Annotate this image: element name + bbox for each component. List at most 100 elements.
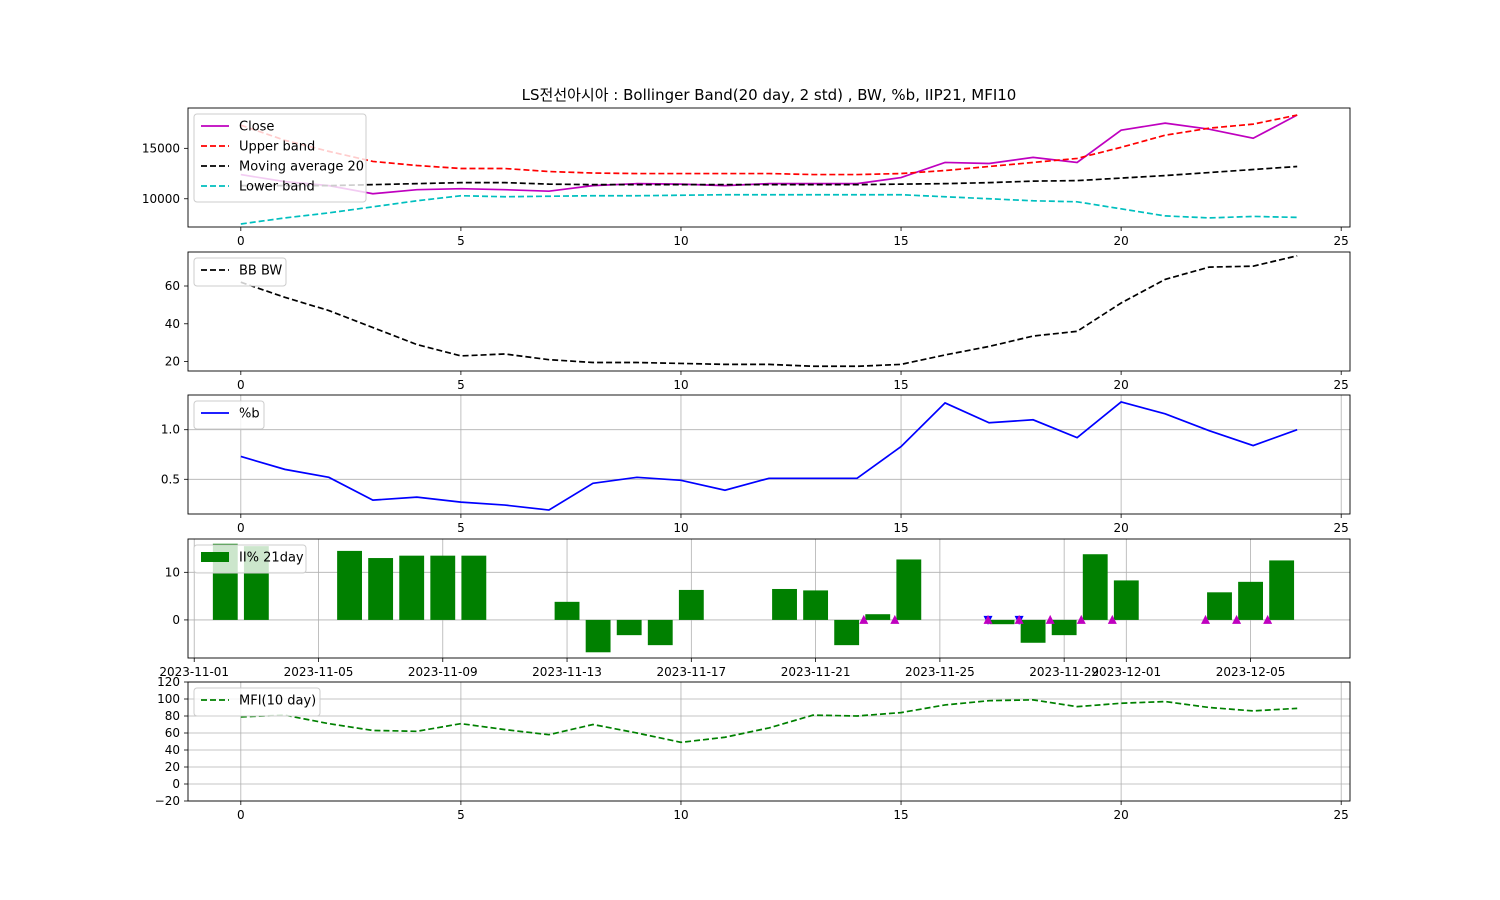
series-line-bb-bw (240, 254, 1298, 368)
x-tick-label: 2023-11-21 (781, 665, 851, 679)
x-tick-label: 20 (1113, 378, 1128, 392)
y-tick-label: 15000 (142, 141, 180, 155)
x-tick-label: 10 (673, 521, 688, 535)
chart-title: LS전선아시아 : Bollinger Band(20 day, 2 std) … (522, 86, 1017, 104)
x-tick-label: 5 (457, 234, 465, 248)
legend-label: BB BW (239, 264, 282, 279)
legend-label: Close (239, 120, 274, 135)
buy-marker (983, 614, 993, 624)
axes-frame (187, 251, 1351, 372)
series-line-close (240, 114, 1298, 195)
x-tick-label: 5 (457, 521, 465, 535)
bar (803, 590, 829, 620)
legend-label: MFI(10 day) (239, 694, 316, 709)
bar (368, 558, 394, 620)
legend-box (193, 113, 367, 203)
x-tick-label: 10 (673, 378, 688, 392)
x-tick-label: 25 (1334, 521, 1349, 535)
bar (678, 589, 704, 620)
buy-marker (1076, 614, 1086, 624)
y-tick-label: 40 (165, 743, 180, 757)
x-tick-label: 2023-11-01 (159, 665, 229, 679)
x-tick-label: 15 (893, 234, 908, 248)
x-tick-label: 15 (893, 378, 908, 392)
panel-1: 0 5 10 15 20 25 10000 15000 Close Upper band Movin… (142, 107, 1351, 248)
buy-marker (859, 614, 869, 624)
x-tick-label: 5 (457, 808, 465, 822)
x-tick-label: 0 (237, 808, 245, 822)
x-tick-label: 20 (1113, 234, 1128, 248)
panel-2: 0 5 10 15 20 25 20 40 60 BB BW (165, 251, 1351, 392)
legend-swatch (201, 552, 229, 562)
series-line-upper-band (240, 114, 1298, 176)
x-tick-label: 2023-11-17 (656, 665, 726, 679)
legend-label: Upper band (239, 140, 315, 155)
bar (1207, 592, 1232, 620)
series-line--b (240, 401, 1298, 511)
y-tick-label: 20 (165, 760, 180, 774)
axes-frame (187, 107, 1351, 228)
panel-4: 2023-11-01 2023-11-05 2023-11-09 2023-11-13… (159, 538, 1351, 679)
legend-box (193, 257, 287, 287)
bar (337, 550, 362, 620)
legend: II% 21day (193, 544, 307, 574)
panel-5: 0 5 10 15 20 25 −20 0 20 40 60 80 100 120 MFI(10 day) (155, 675, 1351, 822)
buy-marker (1232, 614, 1242, 624)
y-tick-label: 10 (165, 565, 180, 579)
bar (647, 619, 673, 646)
y-tick-label: 0 (172, 777, 180, 791)
x-tick-label: 2023-11-25 (905, 665, 975, 679)
legend-box (193, 400, 265, 430)
x-tick-label: 25 (1334, 234, 1349, 248)
x-tick-label: 2023-12-05 (1216, 665, 1286, 679)
y-tick-label: 80 (165, 709, 180, 723)
x-tick-label: 20 (1113, 808, 1128, 822)
buy-marker (1107, 614, 1117, 624)
y-tick-label: 60 (165, 279, 180, 293)
legend: Close Upper band Moving average 20 Lower ba… (193, 113, 367, 203)
bar (554, 601, 580, 620)
buy-marker (1263, 614, 1273, 624)
legend-label: %b (239, 407, 260, 422)
y-tick-label: 0.5 (161, 472, 180, 486)
legend: BB BW (193, 257, 287, 287)
plot-area (240, 698, 1298, 744)
bar (461, 555, 487, 620)
bar (1082, 554, 1108, 620)
panel-3: 0 5 10 15 20 25 0.5 1.0 %b (161, 394, 1351, 535)
buy-marker (1201, 614, 1211, 624)
x-tick-label: 10 (673, 234, 688, 248)
x-tick-label: 2023-11-29 (1029, 665, 1099, 679)
series-line-moving-average-20 (240, 165, 1298, 187)
legend-label: II% 21day (239, 551, 304, 566)
x-tick-label: 15 (893, 808, 908, 822)
buy-marker (890, 614, 900, 624)
x-tick-label: 0 (237, 234, 245, 248)
x-tick-label: 2023-11-09 (408, 665, 478, 679)
bar (772, 588, 797, 620)
series-line-mfi-10-day- (240, 698, 1298, 744)
bar (616, 619, 642, 636)
plot-area (240, 401, 1298, 511)
bar (865, 614, 891, 620)
y-tick-label: 100 (157, 692, 180, 706)
y-tick-label: 0 (172, 613, 180, 627)
x-tick-label: 20 (1113, 521, 1128, 535)
bar (1269, 560, 1295, 620)
series-line-lower-band (240, 193, 1298, 225)
bar (1020, 619, 1046, 643)
axes-frame (187, 538, 1351, 659)
bar (896, 559, 922, 620)
bar (430, 555, 456, 620)
y-tick-label: 20 (165, 355, 180, 369)
bar (834, 619, 860, 646)
axes-frame (187, 681, 1351, 802)
x-tick-label: 15 (893, 521, 908, 535)
x-tick-label: 25 (1334, 378, 1349, 392)
bar (399, 555, 425, 620)
x-tick-label: 2023-12-01 (1091, 665, 1161, 679)
y-tick-label: 120 (157, 675, 180, 689)
x-tick-label: 10 (673, 808, 688, 822)
